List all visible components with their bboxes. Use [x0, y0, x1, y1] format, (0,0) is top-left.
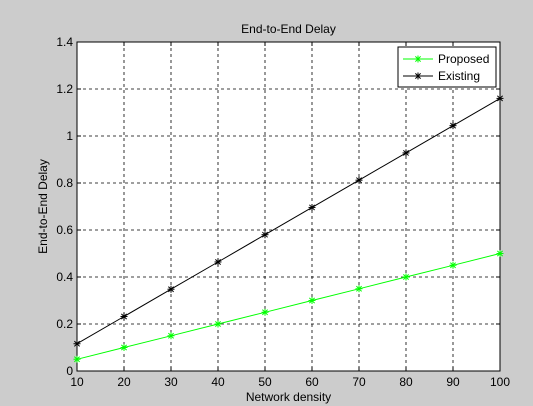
y-tick-label: 0.4 [56, 270, 73, 284]
marker-stroke [121, 344, 127, 351]
y-tick-label: 1 [66, 129, 73, 143]
marker-stroke [262, 309, 268, 316]
marker-stroke [497, 250, 503, 257]
plot-frame [76, 41, 501, 372]
data-point-proposed [308, 297, 316, 304]
marker-stroke [215, 258, 221, 265]
y-tick-label: 0.2 [56, 317, 73, 331]
data-point-existing [214, 258, 222, 266]
y-axis-label: End-to-End Delay [36, 159, 50, 254]
x-tick-label: 90 [446, 375, 460, 389]
data-point-proposed [261, 308, 269, 316]
data-point-existing [355, 176, 363, 184]
marker-stroke [168, 286, 174, 293]
marker-stroke [450, 262, 456, 269]
data-point-proposed [214, 320, 222, 328]
marker-stroke [403, 274, 409, 280]
x-tick-label: 10 [70, 375, 84, 389]
x-tick-label: 70 [352, 375, 366, 389]
marker-stroke [309, 297, 315, 304]
marker-stroke [356, 285, 362, 292]
y-tick-label: 0.8 [56, 176, 73, 190]
marker-stroke [74, 356, 80, 363]
data-point-proposed [120, 344, 128, 351]
chart-title: End-to-End Delay [241, 22, 336, 36]
y-tick-label: 0.6 [56, 223, 73, 237]
legend-label-proposed: Proposed [438, 52, 489, 66]
marker-stroke [415, 73, 421, 79]
marker-stroke [403, 149, 409, 156]
marker-stroke [121, 313, 127, 320]
marker-stroke [262, 231, 268, 238]
data-point-existing [73, 340, 81, 348]
y-tick-label: 0 [66, 364, 73, 378]
data-point-existing [496, 94, 504, 102]
data-point-existing [167, 285, 175, 293]
legend: Proposed Existing [397, 46, 497, 88]
marker-stroke [497, 95, 503, 102]
series-line-existing [76, 97, 501, 345]
data-point-proposed [496, 250, 504, 257]
data-point-existing [308, 203, 316, 211]
data-point-proposed [402, 273, 410, 281]
marker-stroke [168, 332, 174, 339]
x-tick-label: 40 [211, 375, 225, 389]
y-tick-label: 1.2 [56, 82, 73, 96]
x-tick-label: 100 [490, 375, 510, 389]
data-point-existing [402, 149, 410, 157]
marker-stroke [309, 204, 315, 211]
x-tick-label: 50 [258, 375, 272, 389]
marker-stroke [74, 340, 80, 347]
marker-stroke [415, 56, 421, 62]
x-axis-label: Network density [246, 390, 331, 404]
plot-area [77, 42, 500, 371]
legend-box [397, 46, 497, 88]
data-point-proposed [449, 261, 457, 269]
data-point-proposed [73, 355, 81, 363]
axis-ticks: 10 20 30 40 50 60 70 80 90 100 0 0.2 0.4 0.6 0.8 1 1.2 1.… [56, 35, 510, 389]
marker-stroke [450, 122, 456, 129]
legend-marker-proposed [414, 55, 422, 63]
series-line-proposed [76, 253, 501, 360]
data-point-existing [261, 231, 269, 239]
legend-marker-existing [414, 72, 422, 80]
x-tick-label: 60 [305, 375, 319, 389]
x-tick-label: 20 [117, 375, 131, 389]
series-layer [73, 94, 504, 363]
marker-stroke [356, 177, 362, 184]
data-point-existing [120, 312, 128, 320]
x-tick-label: 30 [164, 375, 178, 389]
data-point-proposed [355, 285, 363, 293]
data-point-proposed [167, 332, 175, 340]
marker-stroke [215, 321, 221, 327]
data-point-existing [449, 122, 457, 130]
legend-label-existing: Existing [438, 69, 480, 83]
x-tick-label: 80 [399, 375, 413, 389]
y-tick-label: 1.4 [56, 35, 73, 49]
